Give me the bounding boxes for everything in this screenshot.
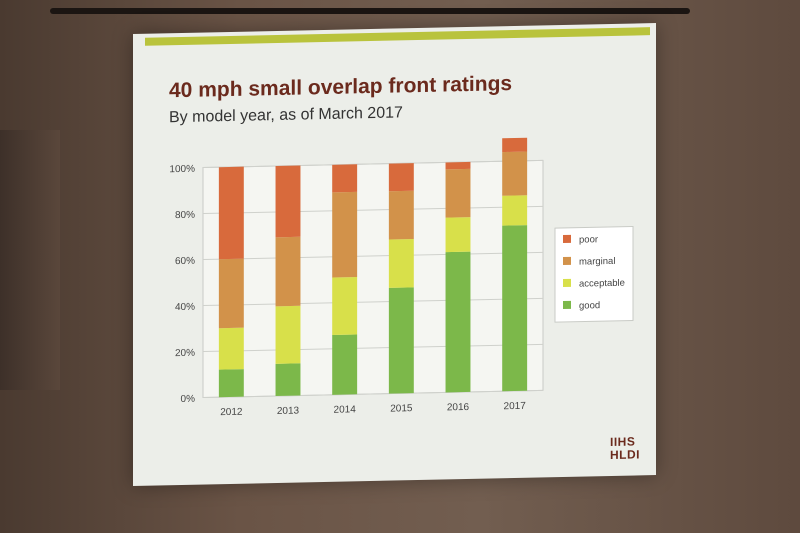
bar-poor-2016 [445,161,471,170]
y-tick-label: 60% [175,256,195,267]
bar-acceptable-2016 [445,217,471,253]
bar-acceptable-2012 [218,327,244,370]
y-tick-label: 80% [175,210,195,221]
gridline [203,343,543,353]
bar-good-2017 [502,225,528,392]
gridline [203,389,543,399]
x-tick-label: 2014 [334,404,357,415]
logo-line-2: HLDI [610,447,640,463]
x-tick-label: 2012 [220,407,243,418]
screen-rail [50,8,690,14]
bar-poor-2013 [275,165,301,238]
legend-label-good: good [579,300,600,311]
bar-marginal-2016 [445,168,471,218]
x-tick-label: 2016 [447,402,470,413]
x-tick-label: 2017 [504,401,527,412]
bar-poor-2014 [332,164,358,193]
bar-marginal-2013 [275,236,301,307]
gridline [203,159,543,169]
legend-label-poor: poor [579,234,598,245]
bar-poor-2015 [388,163,414,192]
bar-acceptable-2014 [332,277,358,336]
bar-marginal-2012 [218,258,244,329]
bar-good-2012 [218,369,244,398]
legend-swatch-acceptable [563,278,571,287]
legend-label-marginal: marginal [579,256,615,268]
bar-acceptable-2015 [388,239,414,288]
bar-good-2013 [275,363,301,397]
bar-marginal-2015 [388,190,414,240]
x-tick-label: 2015 [390,403,413,414]
stacked-bar-chart: 0% 20% 40% 60% 80% 100% 2012 2013 2014 2015 2016 2… [169,137,634,418]
iihs-hldi-logo: IIHS HLDI [610,434,640,463]
bar-good-2016 [445,251,471,393]
legend-swatch-good [563,300,571,309]
legend-box [554,226,634,323]
gridline [203,297,543,307]
bar-poor-2017 [502,137,528,153]
legend-label-acceptable: acceptable [579,278,625,290]
bar-acceptable-2017 [502,195,528,226]
gridline [203,251,543,261]
legend-swatch-marginal [563,256,571,265]
y-tick-label: 100% [169,164,195,176]
bar-marginal-2017 [502,151,528,196]
projection-screen: 40 mph small overlap front ratings By mo… [133,23,656,487]
bar-acceptable-2013 [275,305,301,364]
wall-trim [0,130,60,390]
bar-good-2015 [388,287,414,394]
bar-good-2014 [332,334,358,395]
plot-area [202,159,544,399]
gridline [203,205,543,215]
x-tick-label: 2013 [277,406,300,417]
bar-marginal-2014 [332,191,358,278]
y-tick-label: 20% [175,348,195,359]
legend-swatch-poor [563,234,571,243]
y-tick-label: 40% [175,302,195,313]
y-tick-label: 0% [181,394,196,405]
bar-poor-2012 [218,166,244,260]
